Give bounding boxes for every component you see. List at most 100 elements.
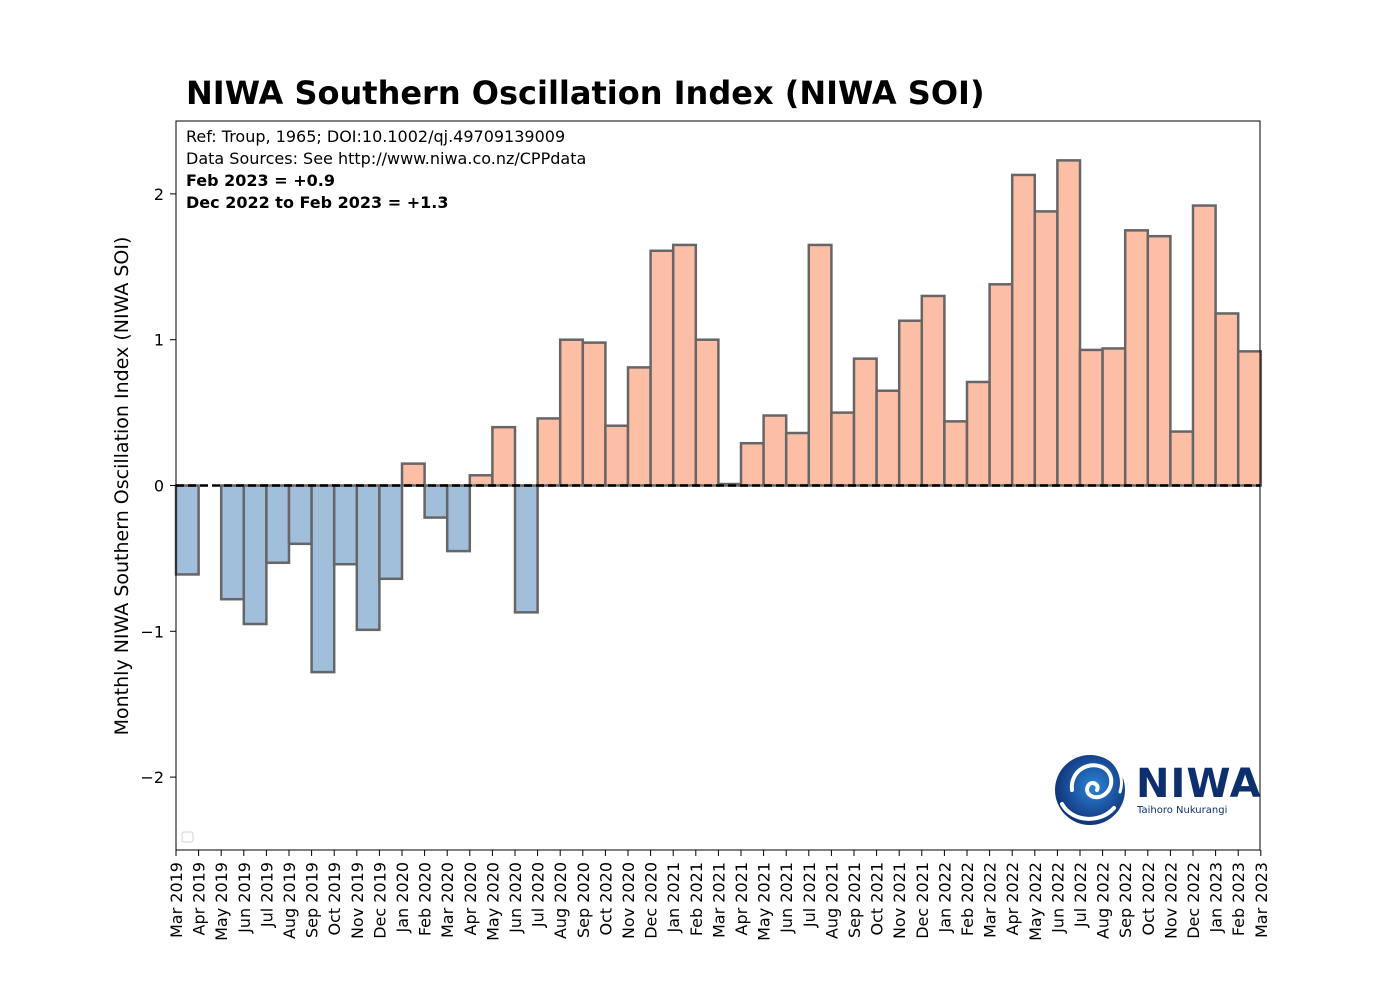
x-tick-label: Feb 2020 bbox=[416, 862, 435, 936]
x-tick-label: Feb 2023 bbox=[1229, 862, 1248, 936]
x-tick-label: Aug 2020 bbox=[551, 862, 570, 939]
bar-jan-2022 bbox=[943, 420, 969, 487]
bar-mar-2019 bbox=[174, 484, 200, 576]
bar-sep-2021 bbox=[852, 357, 878, 487]
bar-aug-2020 bbox=[558, 338, 585, 487]
x-tick-label: Jul 2021 bbox=[800, 862, 819, 928]
bar-feb-2021 bbox=[694, 338, 720, 487]
bar-jun-2021 bbox=[784, 431, 811, 487]
bar-feb-2023 bbox=[1236, 350, 1263, 487]
x-tick-label: Oct 2020 bbox=[596, 862, 615, 935]
x-tick-label: Oct 2019 bbox=[325, 862, 344, 935]
bar-dec-2022 bbox=[1191, 204, 1217, 487]
bar-jan-2023 bbox=[1214, 312, 1240, 487]
x-tick-label: Apr 2020 bbox=[461, 862, 480, 935]
annotation-line: Feb 2023 = +0.9 bbox=[186, 171, 335, 190]
bar-nov-2022 bbox=[1169, 430, 1195, 487]
x-tick-label: Aug 2021 bbox=[822, 862, 841, 939]
x-tick-label: Mar 2022 bbox=[981, 862, 1000, 938]
x-tick-label: Jul 2020 bbox=[529, 862, 548, 928]
x-tick-label: Mar 2020 bbox=[438, 862, 457, 938]
bar-sep-2022 bbox=[1123, 229, 1150, 487]
annotations: Ref: Troup, 1965; DOI:10.1002/qj.4970913… bbox=[186, 127, 586, 212]
bar-may-2020 bbox=[491, 425, 517, 487]
bar-jul-2022 bbox=[1078, 348, 1104, 487]
bar-dec-2020 bbox=[649, 249, 675, 487]
y-tick-label: −2 bbox=[140, 768, 164, 787]
bar-apr-2021 bbox=[739, 441, 765, 487]
y-tick-label: 0 bbox=[154, 477, 164, 496]
x-tick-label: Sep 2019 bbox=[303, 862, 322, 938]
bar-oct-2019 bbox=[332, 484, 359, 566]
bar-may-2022 bbox=[1033, 210, 1059, 487]
x-tick-label: Jun 2021 bbox=[777, 862, 796, 934]
bar-sep-2019 bbox=[310, 484, 336, 674]
x-tick-label: Aug 2019 bbox=[280, 862, 299, 939]
x-tick-label: Nov 2021 bbox=[890, 862, 909, 939]
bar-jul-2020 bbox=[536, 417, 562, 487]
bar-jul-2021 bbox=[807, 243, 833, 487]
bar-oct-2020 bbox=[604, 424, 630, 487]
bar-oct-2022 bbox=[1146, 234, 1172, 487]
bar-jun-2020 bbox=[513, 484, 539, 614]
x-tick-label: Jan 2021 bbox=[664, 862, 683, 933]
bar-jan-2020 bbox=[400, 462, 426, 487]
x-tick-label: Dec 2021 bbox=[913, 862, 932, 939]
y-axis-label: Monthly NIWA Southern Oscillation Index … bbox=[111, 237, 133, 736]
niwa-logo-tagline: Taihoro Nukurangi bbox=[1136, 805, 1227, 816]
x-tick-label: May 2020 bbox=[483, 862, 502, 941]
x-tick-label: Sep 2022 bbox=[1116, 862, 1135, 938]
x-tick-label: Apr 2019 bbox=[190, 862, 209, 935]
bar-jun-2022 bbox=[1056, 159, 1082, 487]
x-tick-label: Sep 2021 bbox=[845, 862, 864, 938]
x-tick-label: Apr 2021 bbox=[732, 862, 751, 935]
legend-box bbox=[181, 831, 194, 843]
y-tick-label: 2 bbox=[154, 185, 164, 204]
bar-feb-2022 bbox=[965, 380, 991, 487]
bar-nov-2019 bbox=[355, 484, 381, 632]
niwa-logo-text: NIWA bbox=[1136, 761, 1262, 807]
bar-aug-2022 bbox=[1101, 347, 1127, 487]
bar-jun-2019 bbox=[242, 484, 268, 626]
bars-layer bbox=[174, 159, 1263, 674]
x-tick-label: Mar 2021 bbox=[709, 862, 728, 938]
bar-aug-2019 bbox=[287, 484, 313, 546]
y-tick-label: −1 bbox=[140, 622, 164, 641]
x-tick-label: Mar 2019 bbox=[167, 862, 186, 938]
x-tick-label: Sep 2020 bbox=[574, 862, 593, 938]
x-axis: Mar 2019 Apr 2019 May 2019 Jun 2019 Jul 2019… bbox=[167, 850, 1271, 941]
x-tick-label: Dec 2022 bbox=[1184, 862, 1203, 939]
bar-mar-2020 bbox=[445, 484, 472, 553]
x-tick-label: Jun 2022 bbox=[1048, 862, 1067, 934]
x-tick-label: Apr 2022 bbox=[1003, 862, 1022, 935]
bar-jul-2019 bbox=[265, 484, 291, 565]
x-tick-label: Oct 2022 bbox=[1139, 862, 1158, 935]
x-tick-label: May 2022 bbox=[1026, 862, 1045, 941]
x-tick-label: Feb 2021 bbox=[687, 862, 706, 936]
x-tick-label: Aug 2022 bbox=[1094, 862, 1113, 939]
x-tick-label: Dec 2020 bbox=[642, 862, 661, 939]
bar-oct-2021 bbox=[875, 389, 901, 487]
y-axis: −2 −1 0 1 2 bbox=[140, 185, 176, 787]
bar-dec-2019 bbox=[378, 484, 404, 581]
x-tick-label: Jul 2019 bbox=[257, 862, 276, 928]
x-tick-label: Oct 2021 bbox=[868, 862, 887, 935]
bar-may-2021 bbox=[762, 414, 788, 487]
bar-aug-2021 bbox=[830, 411, 856, 487]
x-tick-label: Jul 2022 bbox=[1071, 862, 1090, 928]
annotation-line: Data Sources: See http://www.niwa.co.nz/… bbox=[186, 149, 586, 168]
x-tick-label: May 2019 bbox=[212, 862, 231, 941]
bar-mar-2022 bbox=[988, 283, 1014, 487]
bar-apr-2022 bbox=[1010, 173, 1037, 487]
x-tick-label: Jan 2023 bbox=[1207, 862, 1226, 933]
x-tick-label: Feb 2022 bbox=[958, 862, 977, 936]
bar-nov-2021 bbox=[897, 319, 924, 487]
x-tick-label: Nov 2019 bbox=[348, 862, 367, 939]
niwa-logo-mark-icon bbox=[1055, 755, 1125, 825]
bar-apr-2020 bbox=[468, 474, 494, 487]
x-tick-label: Mar 2023 bbox=[1252, 862, 1271, 938]
x-tick-label: Jun 2020 bbox=[506, 862, 525, 934]
x-tick-label: Jun 2019 bbox=[235, 862, 254, 934]
bar-sep-2020 bbox=[581, 341, 607, 487]
annotation-line: Ref: Troup, 1965; DOI:10.1002/qj.4970913… bbox=[186, 127, 565, 146]
